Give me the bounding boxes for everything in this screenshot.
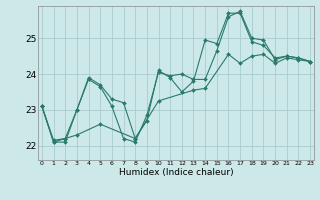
- X-axis label: Humidex (Indice chaleur): Humidex (Indice chaleur): [119, 168, 233, 177]
